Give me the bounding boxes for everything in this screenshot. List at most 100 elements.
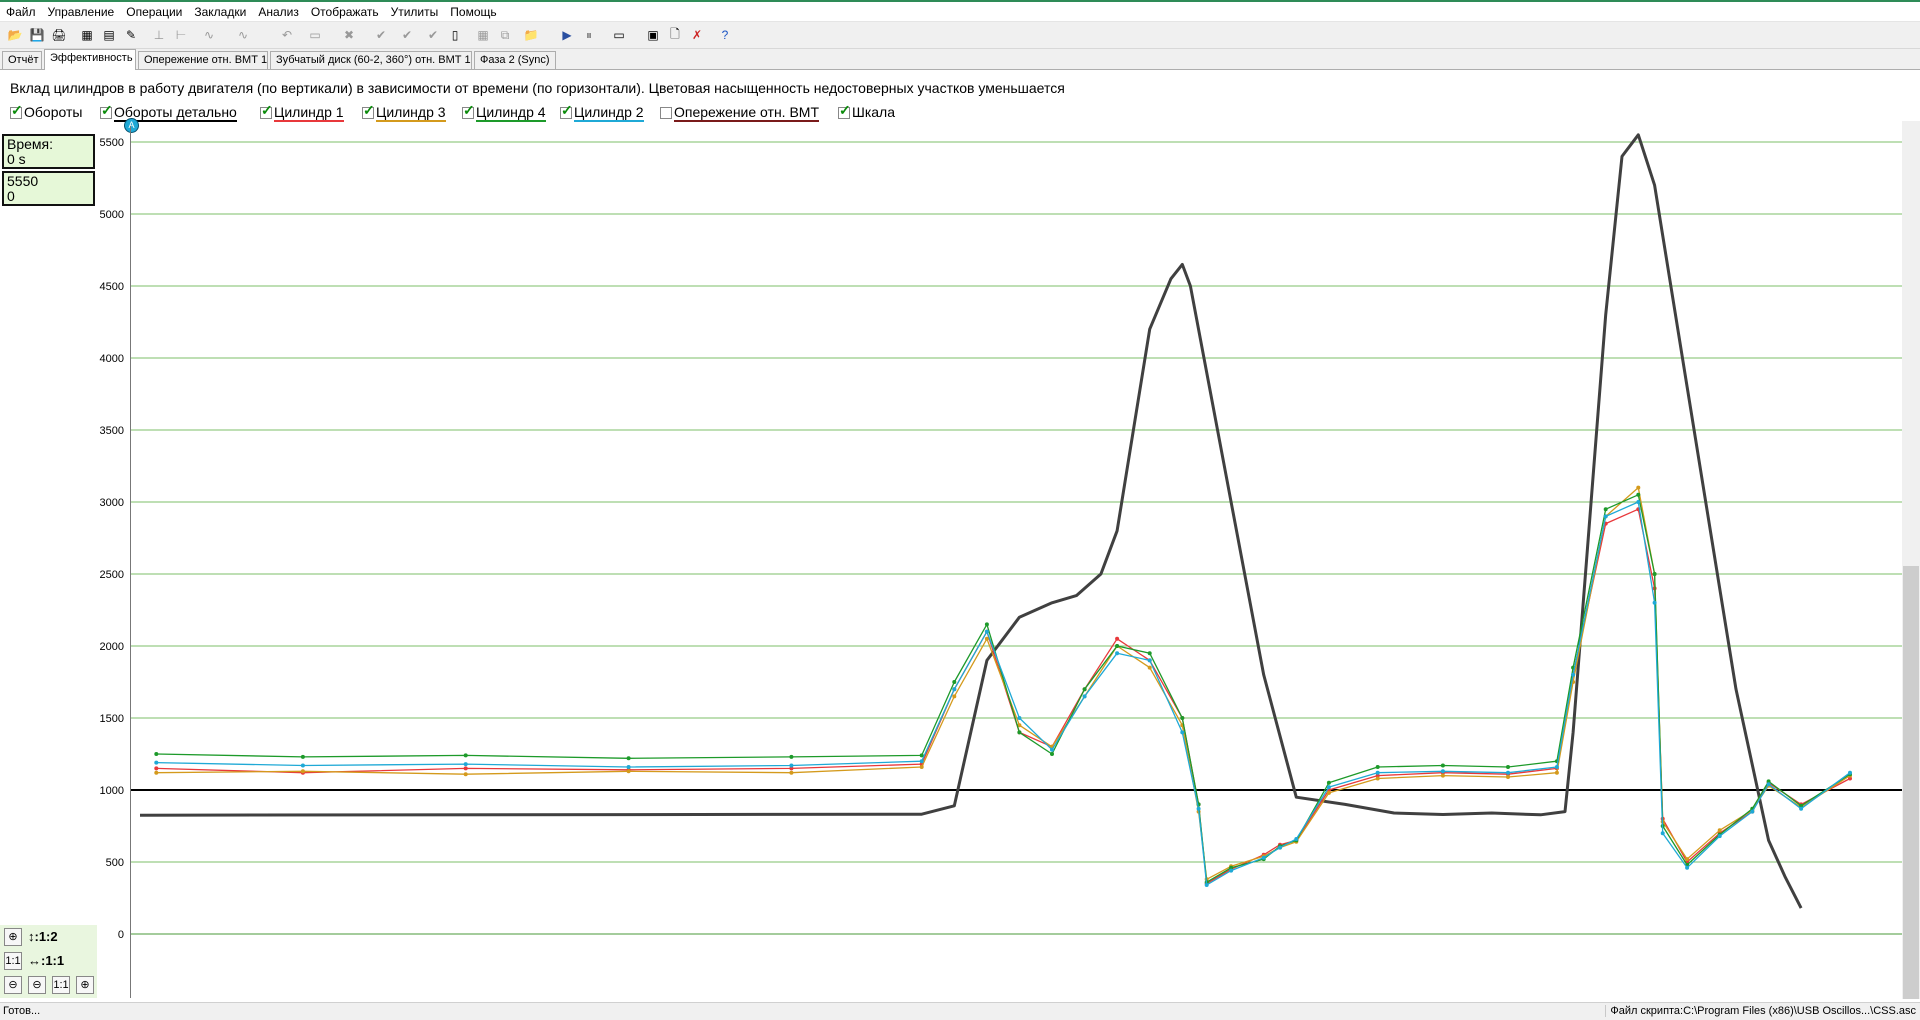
check-icon: ✓ <box>839 102 851 118</box>
check-icon[interactable]: ✔ <box>375 28 387 42</box>
zoom-in-vertical-button[interactable]: ⊕ <box>4 928 22 946</box>
menu-0[interactable]: Файл <box>6 4 36 19</box>
legend-label: Обороты <box>24 104 83 122</box>
legend-checkbox[interactable]: ✓ <box>260 103 273 119</box>
close-marker-icon[interactable]: ✖ <box>343 28 355 42</box>
legend-checkbox[interactable]: ✓ <box>10 103 23 119</box>
series-line-4 <box>156 501 1851 886</box>
legend-item-4[interactable]: ✓ Цилиндр 4 <box>462 103 546 123</box>
cancel-icon[interactable]: ✗ <box>691 28 703 42</box>
y-tick-label: 2500 <box>100 569 124 581</box>
series-point <box>1278 845 1282 850</box>
legend-checkbox[interactable]: ✓ <box>838 103 851 119</box>
menu-1[interactable]: Управление <box>47 4 115 19</box>
legend-item-0[interactable]: ✓ Обороты <box>10 103 83 123</box>
marker-a-badge[interactable]: A <box>124 118 139 133</box>
menu-6[interactable]: Утилиты <box>390 4 439 19</box>
zoom-out-horizontal-button[interactable]: ⊖ <box>4 976 22 994</box>
monitor-icon[interactable]: ▭ <box>309 28 321 42</box>
undo-icon[interactable]: ↶ <box>281 28 293 42</box>
play-icon[interactable]: ▶ <box>562 28 572 42</box>
series-point <box>1685 865 1690 870</box>
menu-4[interactable]: Анализ <box>258 4 299 19</box>
y-tick-label: 2000 <box>100 641 124 653</box>
vertical-scrollbar[interactable] <box>1902 121 1920 999</box>
copy-icon[interactable]: ⧉ <box>500 27 510 42</box>
open-icon[interactable]: 📂 <box>7 28 23 42</box>
import-icon[interactable]: ▤ <box>103 28 115 42</box>
scrollbar-thumb[interactable] <box>1903 566 1919 999</box>
series-point <box>919 753 924 758</box>
legend-checkbox[interactable]: ✓ <box>362 103 375 119</box>
series-point <box>626 756 631 761</box>
menu-2[interactable]: Операции <box>126 4 183 19</box>
tab-toothed-disk[interactable]: Зубчатый диск (60-2, 360°) отн. ВМТ 1 <box>270 51 472 69</box>
check-all-icon[interactable]: ✔ <box>401 28 413 42</box>
page-icon[interactable]: ▯ <box>451 28 459 42</box>
series-point <box>1603 507 1608 512</box>
reset-vertical-button[interactable]: 1:1 <box>4 952 22 970</box>
series-point <box>1017 730 1022 735</box>
menu-7[interactable]: Помощь <box>450 4 497 19</box>
check-icon: ✓ <box>463 102 475 118</box>
tab-report[interactable]: Отчёт <box>2 51 42 69</box>
wave-alt-icon[interactable]: ∿ <box>237 28 249 42</box>
tab-efficiency[interactable]: Эффективность <box>44 49 136 70</box>
legend-label: Опережение отн. ВМТ <box>674 104 820 122</box>
zoom-out-button[interactable]: ⊖ <box>28 976 46 994</box>
tab-phase2[interactable]: Фаза 2 (Sync) <box>474 51 556 69</box>
y-tick-label: 500 <box>106 857 124 869</box>
series-point <box>1017 716 1022 720</box>
measure-icon[interactable]: ⊢ <box>175 28 187 42</box>
reset-scale-button[interactable]: 1:1 <box>52 976 70 994</box>
zoom-panel: ⊕ ↕:1:2 1:1 ↔:1:1 ⊖ ⊖ 1:1 ⊕ <box>0 925 97 998</box>
legend-checkbox[interactable]: ✓ <box>100 103 113 119</box>
print-icon[interactable]: 🖨 <box>51 28 67 42</box>
chart-plot-area[interactable]: 0 500 1000 1500 2000 2500 3000 3500 4000 4500 5000… <box>100 126 1902 998</box>
legend-label: Цилиндр 3 <box>376 104 446 122</box>
series-point <box>1848 776 1852 781</box>
series-point <box>626 765 631 769</box>
series-point <box>789 770 794 775</box>
export-icon[interactable]: ▦ <box>81 28 93 42</box>
grid-icon[interactable]: ▦ <box>477 28 489 42</box>
legend-checkbox[interactable]: ✓ <box>462 103 475 119</box>
status-bar: Готов... Файл скрипта:C:\Program Files (… <box>0 1002 1920 1020</box>
tab-advance-tdc[interactable]: Опережение отн. ВМТ 1 <box>138 51 268 69</box>
y-tick-label: 1500 <box>100 713 124 725</box>
series-point <box>1799 806 1804 811</box>
help-icon[interactable]: ? <box>721 28 729 42</box>
legend-item-3[interactable]: ✓ Цилиндр 3 <box>362 103 446 123</box>
zoom-in-button[interactable]: ⊕ <box>76 976 94 994</box>
save-icon[interactable]: 💾 <box>29 28 45 42</box>
legend-item-7[interactable]: ✓ Шкала <box>838 103 896 123</box>
y-tick-label: 3500 <box>100 425 124 437</box>
legend-item-6[interactable]: Опережение отн. ВМТ <box>660 103 820 123</box>
chart-window-icon[interactable]: ▣ <box>647 28 659 42</box>
series-point <box>984 629 989 634</box>
document-icon[interactable]: 🗋 <box>670 26 680 41</box>
open-folder-icon[interactable]: 📁 <box>523 28 539 42</box>
cursor-icon[interactable]: ⊥ <box>153 28 165 42</box>
series-point <box>789 763 794 768</box>
legend-item-5[interactable]: ✓ Цилиндр 2 <box>560 103 644 123</box>
series-point <box>1603 514 1608 519</box>
series-point <box>300 763 305 768</box>
check-double-icon[interactable]: ✔ <box>427 28 439 42</box>
menu-3[interactable]: Закладки <box>194 4 247 19</box>
legend-checkbox[interactable]: ✓ <box>560 103 573 119</box>
series-point <box>300 754 305 759</box>
menu-5[interactable]: Отображать <box>310 4 379 19</box>
script-file-path: Файл скрипта:C:\Program Files (x86)\USB … <box>1605 1005 1916 1017</box>
series-point <box>463 772 468 777</box>
wave-icon[interactable]: ∿ <box>203 28 215 42</box>
display-icon[interactable]: ▭ <box>613 28 625 42</box>
pause-icon[interactable]: ⏸ <box>585 27 592 42</box>
legend-item-1[interactable]: ✓ Обороты детально <box>100 103 237 123</box>
legend-label: Цилиндр 1 <box>274 104 344 122</box>
legend-item-2[interactable]: ✓ Цилиндр 1 <box>260 103 344 123</box>
legend-checkbox[interactable] <box>660 107 672 119</box>
edit-icon[interactable]: ✎ <box>125 28 137 42</box>
legend-label: Шкала <box>852 104 896 122</box>
cursor-value-1: 5550 <box>7 173 39 189</box>
